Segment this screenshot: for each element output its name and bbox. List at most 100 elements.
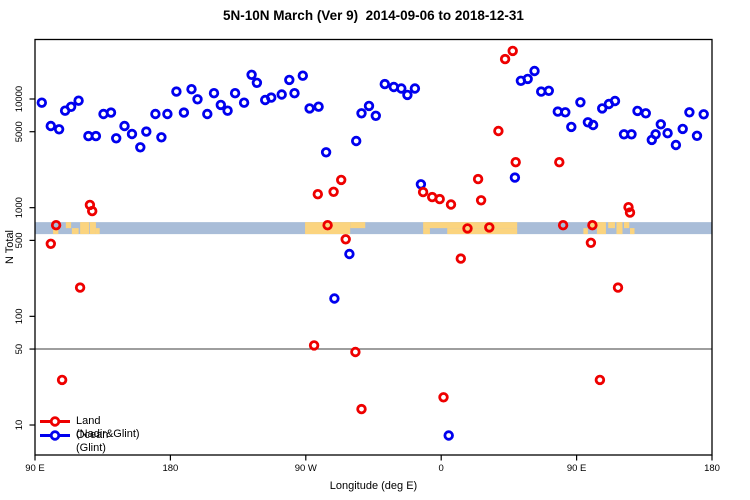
- map-band-land-patch: [89, 222, 96, 235]
- y-tick-label: 500: [14, 232, 25, 248]
- land-point: [475, 195, 487, 206]
- ocean-point: [65, 101, 77, 112]
- ocean-point: [691, 130, 703, 141]
- ocean-point: [284, 74, 295, 86]
- ocean-point: [655, 119, 666, 130]
- land-point: [510, 156, 521, 168]
- land-point: [350, 346, 361, 358]
- land-point: [434, 193, 445, 205]
- ocean-point: [597, 103, 608, 114]
- x-tick-label: 180: [704, 463, 720, 474]
- x-tick-label: 90 W: [295, 463, 317, 474]
- ocean-point: [650, 129, 661, 140]
- ocean-point: [662, 127, 673, 139]
- ocean-point: [560, 107, 571, 118]
- ocean-point: [186, 83, 197, 95]
- ocean-point: [396, 83, 407, 94]
- ocean-point: [402, 89, 413, 101]
- y-tick-label: 5000: [14, 121, 25, 142]
- y-tick-label: 10: [14, 420, 25, 431]
- ocean-point: [297, 70, 308, 81]
- ocean-point: [313, 101, 324, 112]
- land-point: [484, 222, 495, 233]
- ocean-point: [251, 77, 263, 88]
- land-point: [340, 234, 351, 245]
- land-point: [462, 223, 473, 234]
- ocean-point: [110, 133, 122, 144]
- ocean-point: [566, 121, 577, 133]
- land-point: [507, 45, 518, 57]
- ocean-point: [304, 103, 315, 114]
- ocean-point: [162, 108, 173, 120]
- x-axis-label: Longitude (deg E): [329, 480, 418, 492]
- land-point: [45, 238, 56, 249]
- ocean-point: [329, 293, 340, 304]
- y-axis-label: N Total: [4, 229, 16, 265]
- map-band-land-patch: [65, 222, 72, 229]
- land-point: [594, 374, 606, 386]
- ocean-point: [45, 120, 56, 132]
- ocean-point: [73, 95, 84, 106]
- map-band-land-patch: [623, 222, 630, 229]
- ocean-point: [222, 105, 233, 116]
- legend-symbol-land: [49, 416, 61, 427]
- ocean-point: [529, 65, 540, 77]
- land-point: [356, 403, 367, 415]
- x-tick-label: 90 E: [567, 463, 587, 474]
- land-point: [499, 53, 511, 65]
- legend-label-ocean: Ocean (Glint): [76, 429, 109, 454]
- ocean-point: [587, 119, 599, 131]
- map-band-land-patch: [583, 228, 588, 235]
- ocean-point: [575, 97, 586, 108]
- land-point: [472, 173, 484, 185]
- map-band-land-patch: [423, 228, 430, 235]
- ocean-point: [698, 109, 709, 120]
- map-band-land-patch: [608, 222, 615, 229]
- map-band-land-patch: [53, 228, 59, 235]
- land-point: [612, 282, 624, 293]
- land-point: [328, 186, 339, 197]
- ocean-point: [105, 107, 117, 118]
- x-tick-label: 0: [439, 463, 444, 474]
- ocean-point: [215, 99, 226, 111]
- land-point: [623, 201, 634, 213]
- land-point: [554, 156, 565, 168]
- ocean-point: [238, 97, 250, 108]
- ocean-point: [443, 430, 454, 441]
- ocean-point: [229, 87, 241, 99]
- x-tick-label: 90 E: [25, 463, 45, 474]
- land-point: [587, 219, 598, 231]
- legend-symbol-ocean: [49, 430, 61, 441]
- ocean-point: [266, 92, 277, 103]
- ocean-point: [670, 139, 682, 151]
- land-point: [322, 219, 333, 231]
- land-point: [624, 207, 636, 218]
- ocean-point: [684, 107, 695, 118]
- land-point: [336, 174, 347, 186]
- ocean-point: [276, 89, 287, 100]
- land-point: [312, 188, 323, 200]
- ocean-point: [192, 94, 203, 105]
- ocean-point: [363, 100, 375, 112]
- ocean-point: [90, 130, 102, 142]
- y-tick-label: 100: [14, 308, 25, 324]
- map-band-land-patch: [590, 222, 597, 229]
- land-point: [417, 186, 429, 198]
- land-point: [50, 219, 62, 231]
- land-point: [56, 374, 68, 386]
- ocean-point: [356, 108, 367, 119]
- land-point: [74, 282, 86, 293]
- y-tick-label: 1000: [14, 197, 25, 218]
- ocean-point: [126, 128, 138, 140]
- ocean-point: [36, 97, 47, 108]
- ocean-point: [409, 83, 421, 94]
- map-band-ocean: [35, 222, 712, 235]
- y-tick-label: 50: [14, 344, 25, 355]
- land-point: [308, 340, 320, 351]
- plot-box: [34, 38, 713, 456]
- land-point: [557, 219, 569, 231]
- ocean-point: [351, 135, 362, 147]
- map-band-land-patch: [630, 228, 635, 235]
- chart-title: 5N-10N March (Ver 9) 2014-09-06 to 2018-…: [223, 8, 524, 23]
